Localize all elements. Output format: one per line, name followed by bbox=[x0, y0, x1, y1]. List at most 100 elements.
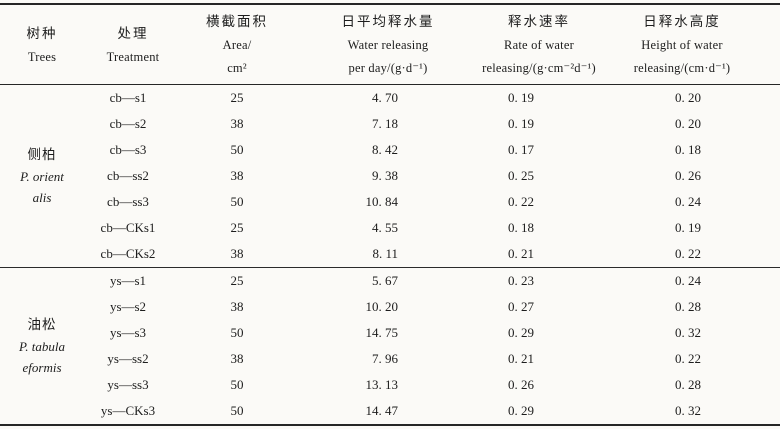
rate-cell: 0. 19 bbox=[508, 116, 534, 131]
height-cell: 0. 20 bbox=[675, 90, 701, 105]
water-per-day-cell: 7. 96 bbox=[372, 351, 398, 366]
rate-cell: 0. 21 bbox=[508, 351, 534, 366]
water-per-day-cell: 10. 20 bbox=[365, 299, 399, 314]
species-cell: 侧柏 P. orient alis bbox=[0, 85, 84, 268]
species-name-cn: 油松 bbox=[27, 317, 57, 332]
col-header-height-en: Height of water releasing/(cm·d⁻¹) bbox=[633, 38, 731, 75]
col-header-water-per-day-en: Water releasing per day/(g·d⁻¹) bbox=[347, 38, 429, 75]
water-per-day-cell: 10. 84 bbox=[365, 194, 399, 209]
rate-cell: 0. 26 bbox=[508, 377, 534, 392]
area-cell: 50 bbox=[230, 403, 244, 418]
water-per-day-cell: 4. 55 bbox=[372, 220, 398, 235]
rate-cell: 0. 19 bbox=[508, 90, 534, 105]
treatment-cell: cb—ss2 bbox=[107, 168, 149, 183]
table-row: ys—s3 50 14. 75 0. 29 0. 32 bbox=[0, 320, 780, 346]
area-cell: 25 bbox=[230, 90, 244, 105]
area-cell: 38 bbox=[230, 246, 244, 261]
col-header-area-cn: 横截面积 bbox=[206, 14, 268, 29]
area-cell: 50 bbox=[230, 142, 244, 157]
water-per-day-cell: 14. 75 bbox=[365, 325, 399, 340]
height-cell: 0. 24 bbox=[675, 194, 701, 209]
treatment-cell: cb—ss3 bbox=[107, 194, 149, 209]
treatment-cell: cb—s3 bbox=[109, 142, 147, 157]
col-header-area-en: Area/ cm² bbox=[222, 38, 252, 75]
table-row: cb—CKs2 38 8. 11 0. 21 0. 22 bbox=[0, 241, 780, 268]
col-header-height: 日释水高度 Height of water releasing/(cm·d⁻¹) bbox=[614, 4, 780, 85]
area-cell: 25 bbox=[230, 220, 244, 235]
water-per-day-cell: 13. 13 bbox=[365, 377, 399, 392]
treatment-cell: ys—s2 bbox=[109, 299, 147, 314]
height-cell: 0. 28 bbox=[675, 377, 701, 392]
height-cell: 0. 28 bbox=[675, 299, 701, 314]
col-header-water-per-day: 日平均释水量 Water releasing per day/(g·d⁻¹) bbox=[312, 4, 464, 85]
water-per-day-cell: 9. 38 bbox=[372, 168, 398, 183]
treatment-cell: ys—ss3 bbox=[107, 377, 149, 392]
table-row: cb—s3 50 8. 42 0. 17 0. 18 bbox=[0, 137, 780, 163]
water-per-day-cell: 14. 47 bbox=[365, 403, 399, 418]
table-row: cb—ss3 50 10. 84 0. 22 0. 24 bbox=[0, 189, 780, 215]
water-release-table: 树种 Trees 处理 Treatment 横截面积 Area/ cm² 日平均… bbox=[0, 3, 780, 426]
header-row: 树种 Trees 处理 Treatment 横截面积 Area/ cm² 日平均… bbox=[0, 4, 780, 85]
height-cell: 0. 20 bbox=[675, 116, 701, 131]
col-header-trees: 树种 Trees bbox=[0, 4, 84, 85]
rate-cell: 0. 22 bbox=[508, 194, 534, 209]
rate-cell: 0. 27 bbox=[508, 299, 534, 314]
height-cell: 0. 19 bbox=[675, 220, 701, 235]
species-name-latin: P. tabula eformis bbox=[19, 339, 65, 375]
height-cell: 0. 22 bbox=[675, 246, 701, 261]
treatment-cell: cb—CKs1 bbox=[100, 220, 156, 235]
rate-cell: 0. 21 bbox=[508, 246, 534, 261]
height-cell: 0. 22 bbox=[675, 351, 701, 366]
height-cell: 0. 32 bbox=[675, 325, 701, 340]
water-per-day-cell: 8. 42 bbox=[372, 142, 398, 157]
treatment-cell: cb—CKs2 bbox=[100, 246, 156, 261]
col-header-rate-en: Rate of water releasing/(g·cm⁻²d⁻¹) bbox=[482, 38, 596, 75]
area-cell: 50 bbox=[230, 194, 244, 209]
area-cell: 38 bbox=[230, 116, 244, 131]
area-cell: 38 bbox=[230, 168, 244, 183]
area-cell: 38 bbox=[230, 299, 244, 314]
table-row: ys—ss2 38 7. 96 0. 21 0. 22 bbox=[0, 346, 780, 372]
table-row: ys—ss3 50 13. 13 0. 26 0. 28 bbox=[0, 372, 780, 398]
rate-cell: 0. 18 bbox=[508, 220, 534, 235]
col-header-water-per-day-cn: 日平均释水量 bbox=[341, 14, 435, 29]
height-cell: 0. 18 bbox=[675, 142, 701, 157]
col-header-height-cn: 日释水高度 bbox=[643, 14, 721, 29]
treatment-cell: cb—s1 bbox=[109, 90, 147, 105]
table-row: 油松 P. tabula eformis ys—s1 25 5. 67 0. 23 0. 2… bbox=[0, 267, 780, 425]
water-per-day-cell: 4. 70 bbox=[372, 90, 398, 105]
treatment-cell: cb—s2 bbox=[109, 116, 147, 131]
height-cell: 0. 26 bbox=[675, 168, 701, 183]
treatment-cell: ys—CKs3 bbox=[100, 403, 156, 418]
area-cell: 50 bbox=[230, 377, 244, 392]
table-row: cb—s2 38 7. 18 0. 19 0. 20 bbox=[0, 111, 780, 137]
treatment-cell: ys—s3 bbox=[109, 325, 147, 340]
species-cell: 油松 P. tabula eformis bbox=[0, 267, 84, 425]
table-header: 树种 Trees 处理 Treatment 横截面积 Area/ cm² 日平均… bbox=[0, 4, 780, 85]
col-header-treatment: 处理 Treatment bbox=[84, 4, 182, 85]
water-per-day-cell: 5. 67 bbox=[312, 267, 464, 294]
table-body: 侧柏 P. orient alis cb—s1 25 4. 70 0. 19 0. 20 cb… bbox=[0, 85, 780, 425]
table-row: cb—ss2 38 9. 38 0. 25 0. 26 bbox=[0, 163, 780, 189]
area-cell: 50 bbox=[230, 325, 244, 340]
treatment-cell: ys—s1 bbox=[84, 267, 182, 294]
height-cell: 0. 32 bbox=[675, 403, 701, 418]
water-per-day-cell: 7. 18 bbox=[372, 116, 398, 131]
col-header-area: 横截面积 Area/ cm² bbox=[182, 4, 312, 85]
rate-cell: 0. 23 bbox=[464, 267, 614, 294]
rate-cell: 0. 17 bbox=[508, 142, 534, 157]
col-header-trees-en: Trees bbox=[27, 49, 57, 64]
col-header-rate: 释水速率 Rate of water releasing/(g·cm⁻²d⁻¹) bbox=[464, 4, 614, 85]
rate-cell: 0. 29 bbox=[508, 403, 534, 418]
table-row: 侧柏 P. orient alis cb—s1 25 4. 70 0. 19 0. 20 bbox=[0, 85, 780, 205]
col-header-trees-cn: 树种 bbox=[26, 25, 58, 41]
col-header-rate-cn: 释水速率 bbox=[508, 14, 570, 29]
rate-cell: 0. 25 bbox=[508, 168, 534, 183]
table-row: ys—s2 38 10. 20 0. 27 0. 28 bbox=[0, 294, 780, 320]
species-name-latin: P. orient alis bbox=[20, 169, 64, 205]
height-cell: 0. 24 bbox=[614, 267, 780, 294]
table-row: ys—CKs3 50 14. 47 0. 29 0. 32 bbox=[0, 398, 780, 425]
area-cell: 25 bbox=[182, 267, 312, 294]
treatment-cell: ys—ss2 bbox=[107, 351, 149, 366]
